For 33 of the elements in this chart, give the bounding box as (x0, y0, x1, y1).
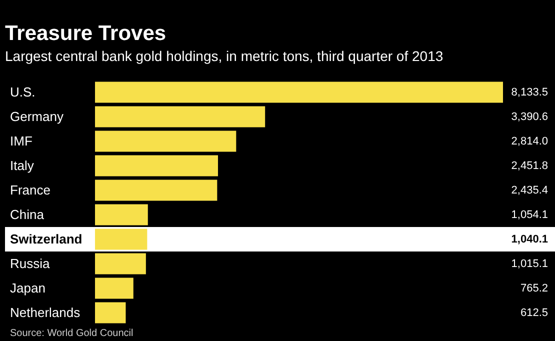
bar (95, 253, 146, 274)
chart-subtitle: Largest central bank gold holdings, in metric tons, third quarter of 2013 (5, 48, 444, 64)
data-label: 1,054.1 (511, 208, 548, 221)
y-tick-label: Germany (10, 108, 64, 124)
data-label: 3,390.6 (511, 110, 548, 123)
data-label: 1,015.1 (511, 258, 548, 270)
data-label: 8,133.5 (511, 86, 548, 98)
y-tick-label: France (10, 182, 50, 198)
y-tick-label: U.S. (10, 84, 36, 100)
data-label: 612.5 (520, 306, 548, 319)
y-tick-label: Russia (10, 256, 51, 271)
bar (95, 130, 236, 152)
y-tick-label: Japan (10, 280, 46, 296)
data-label: 1,040.1 (511, 233, 548, 246)
bar (95, 302, 126, 324)
y-tick-label: Netherlands (10, 304, 81, 320)
bar (95, 82, 503, 103)
bar (95, 228, 148, 250)
y-tick-label: China (10, 206, 45, 222)
data-label: 2,814.0 (511, 135, 548, 148)
data-label: 2,451.8 (511, 160, 548, 172)
y-tick-label: Switzerland (10, 231, 82, 246)
bar (95, 155, 218, 176)
y-tick-label: Italy (10, 158, 34, 173)
chart-title: Treasure Troves (5, 22, 166, 45)
y-tick-label: IMF (10, 133, 32, 148)
bar (95, 106, 266, 128)
bar (95, 180, 218, 201)
bar (95, 278, 134, 299)
bar (95, 204, 148, 226)
source-note: Source: World Gold Council (10, 328, 134, 339)
data-label: 765.2 (520, 282, 548, 294)
data-label: 2,435.4 (511, 184, 548, 196)
